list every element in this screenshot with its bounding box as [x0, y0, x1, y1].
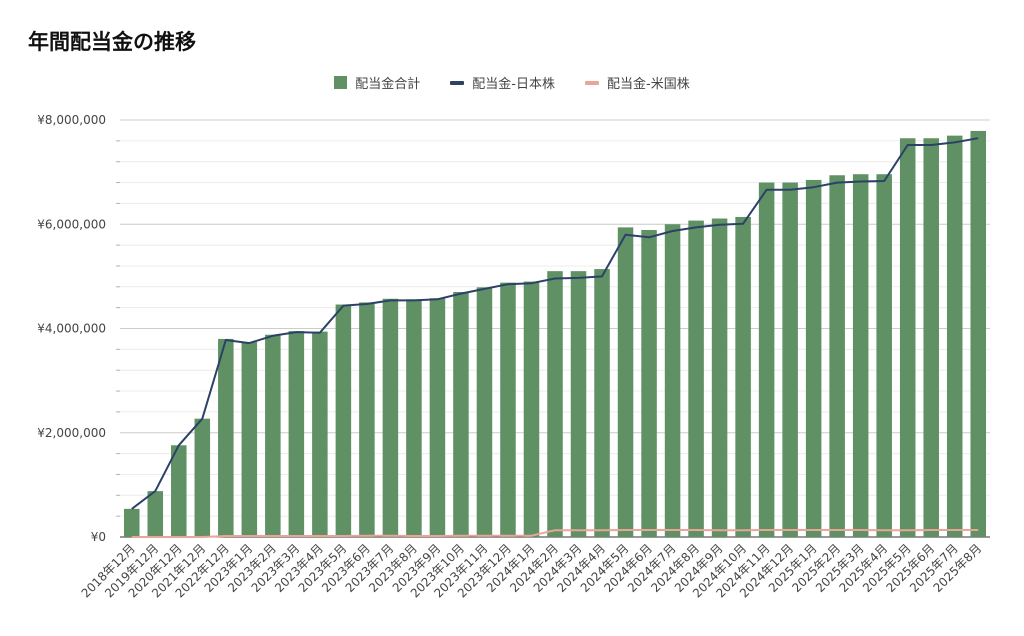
series-line-japan [131, 137, 979, 510]
y-tick-label: ¥2,000,000 [37, 426, 106, 440]
bar [688, 220, 704, 537]
bar [711, 218, 728, 538]
bar [359, 302, 375, 537]
bar [123, 508, 140, 537]
y-tick-label: ¥8,000,000 [37, 113, 106, 127]
bar [923, 138, 939, 537]
bar [194, 418, 211, 537]
y-tick-label: ¥0 [91, 530, 106, 544]
chart-title: 年間配当金の推移 [28, 30, 196, 54]
bar [429, 298, 446, 537]
bar [218, 338, 234, 537]
bar [664, 224, 681, 537]
legend-item-total[interactable]: 配当金合計 [334, 73, 420, 92]
bar [500, 282, 516, 537]
bar [852, 174, 869, 537]
bar [899, 138, 916, 537]
bar [970, 130, 987, 538]
bar [453, 292, 469, 537]
legend-label-total: 配当金合計 [355, 77, 421, 92]
legend-item-us[interactable]: 配当金-米国株 [585, 73, 690, 92]
bar [147, 491, 164, 537]
series-line-us [131, 529, 979, 538]
bar [805, 179, 822, 537]
bar [171, 445, 187, 537]
bar [594, 269, 610, 537]
bar [617, 227, 634, 537]
bar [265, 334, 281, 537]
bar [758, 182, 775, 538]
bar [288, 331, 305, 537]
bar [523, 281, 540, 537]
bar [782, 182, 798, 538]
bar [946, 135, 963, 537]
bar [829, 175, 845, 537]
legend-label-us: 配当金-米国株 [607, 77, 690, 92]
bar [476, 287, 493, 537]
bar [382, 298, 399, 537]
bar [876, 174, 892, 537]
bar [641, 229, 657, 537]
legend: 配当金合計 配当金-日本株 配当金-米国株 [0, 73, 1024, 92]
y-tick-label: ¥4,000,000 [37, 322, 106, 336]
bar [570, 271, 587, 537]
legend-swatch-japan [450, 80, 465, 85]
legend-swatch-us [585, 80, 599, 85]
bar [312, 331, 328, 537]
legend-item-japan[interactable]: 配当金-日本株 [450, 73, 555, 92]
y-tick-label: ¥6,000,000 [37, 217, 106, 231]
bar [406, 299, 422, 537]
legend-label-japan: 配当金-日本株 [472, 77, 555, 92]
bar [735, 216, 751, 537]
bar [241, 342, 258, 537]
bar [335, 304, 352, 537]
bar [547, 271, 563, 537]
legend-swatch-total [334, 76, 348, 89]
